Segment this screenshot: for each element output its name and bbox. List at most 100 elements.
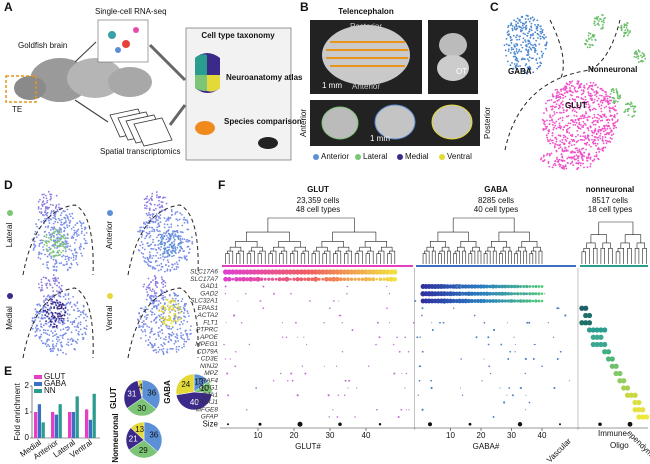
cell-dot: [612, 124, 615, 126]
cell-dot: [47, 225, 50, 227]
data-label: 10: [200, 384, 209, 393]
cell-dot: [524, 18, 527, 20]
cell-dot: [47, 321, 50, 324]
cell-dot: [45, 277, 48, 280]
cell-dot: [584, 105, 587, 108]
cell-dot: [153, 333, 156, 335]
cell-dot: [42, 324, 45, 327]
cell-dot: [61, 302, 64, 305]
cell-dot: [564, 95, 567, 98]
dot: [351, 329, 354, 331]
dot: [556, 307, 559, 310]
cell-dot: [512, 55, 515, 58]
cell-dot: [170, 320, 173, 322]
cell-dot: [539, 35, 542, 38]
dot: [621, 385, 627, 391]
cell-dot: [59, 315, 61, 318]
cell-dot: [616, 97, 619, 99]
cell-dot: [77, 322, 80, 325]
cell-dot: [593, 91, 596, 94]
cell-dot: [172, 299, 175, 302]
dot: [262, 285, 265, 288]
cell-dot: [55, 290, 58, 293]
cell-dot: [164, 336, 167, 338]
cell-dot: [62, 308, 65, 310]
cell-dot: [556, 88, 558, 91]
cell-dot: [595, 95, 598, 98]
cell-dot: [573, 88, 576, 90]
cell-dot: [601, 138, 604, 140]
cell-dot: [65, 343, 68, 346]
cell-dot: [151, 307, 154, 310]
cell-dot: [191, 242, 194, 245]
cell-dot: [37, 208, 40, 210]
cell-dot: [541, 54, 544, 57]
cell-dot: [571, 80, 574, 83]
cell-dot: [77, 234, 80, 236]
cell-dot: [588, 38, 591, 41]
cell-dot: [51, 233, 54, 236]
cell-dot: [608, 125, 610, 128]
cell-dot: [81, 230, 83, 233]
cell-dot: [155, 249, 158, 251]
gene-label: MPEG1: [195, 341, 218, 348]
cell-dot: [160, 235, 163, 238]
cell-dot: [161, 201, 164, 204]
cell-dot: [523, 72, 526, 75]
dot: [509, 350, 512, 353]
cell-dot: [34, 319, 37, 321]
text: Species comparison: [224, 117, 302, 126]
cell-dot: [59, 253, 61, 256]
cell-dot: [50, 320, 53, 323]
cell-dot: [579, 150, 581, 152]
cell-dot: [559, 111, 561, 114]
cell-dot: [504, 49, 507, 52]
dot: [511, 394, 514, 397]
cell-dot: [612, 101, 615, 104]
cell-dot: [565, 150, 568, 153]
cell-dot: [606, 99, 609, 102]
cell-dot: [522, 26, 525, 29]
cell-dot: [72, 226, 75, 229]
cell-dot: [143, 316, 146, 318]
cell-dot: [159, 233, 162, 236]
cell-dot: [567, 142, 570, 144]
cell-dot: [613, 114, 616, 116]
cell-dot: [68, 266, 71, 269]
cell-dot: [34, 308, 37, 311]
cell-dot: [574, 147, 577, 150]
cell-dot: [596, 121, 599, 123]
cell-dot: [624, 24, 627, 27]
dot: [227, 394, 230, 397]
dot: [456, 285, 459, 288]
cell-dot: [582, 89, 585, 92]
dot: [367, 269, 373, 275]
cell-dot: [542, 160, 545, 162]
dot: [491, 284, 496, 289]
cell-dot: [57, 254, 59, 257]
cell-dot: [570, 84, 573, 87]
dot: [385, 269, 391, 275]
cell-dot: [528, 28, 531, 31]
cell-dot: [573, 143, 576, 146]
data-label: 31: [127, 389, 136, 398]
cell-dot: [156, 194, 158, 197]
cell-dot: [57, 303, 60, 306]
cell-dot: [149, 214, 152, 216]
cell-dot: [595, 133, 598, 136]
cell-dot: [551, 93, 554, 96]
cell-dot: [543, 33, 546, 36]
cell-dot: [590, 145, 592, 148]
cell-dot: [547, 162, 550, 165]
cell-dot: [591, 99, 594, 101]
cell-dot: [534, 47, 537, 50]
cell-dot: [587, 32, 590, 34]
cell-dot: [182, 312, 185, 314]
cell-dot: [175, 316, 178, 318]
text: Spatial transcriptomics: [100, 147, 180, 156]
group-cells: 8285 cells: [478, 196, 514, 205]
x-tick-label: 40: [362, 431, 371, 440]
annotation: Immune: [598, 429, 627, 438]
data-label: 30: [137, 404, 146, 413]
cell-dot: [602, 113, 604, 116]
